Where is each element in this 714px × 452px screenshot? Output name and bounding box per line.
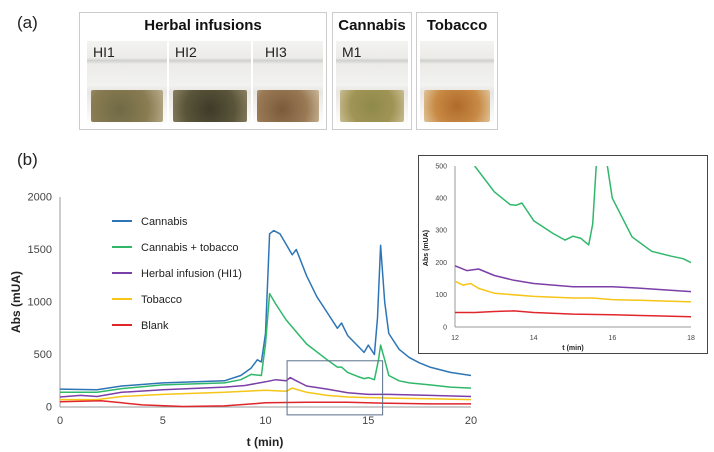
y-tick-label: 300 (435, 228, 447, 235)
x-tick-label: 15 (362, 415, 374, 427)
legend-label: Cannabis (141, 216, 188, 228)
sample-label: HI2 (175, 44, 197, 60)
series-line-blank (455, 310, 691, 318)
legend-label: Cannabis + tobacco (141, 242, 239, 254)
y-tick-label: 1500 (28, 244, 52, 256)
legend-label: Blank (141, 320, 169, 332)
inset-x-axis-label: t (min) (562, 345, 583, 352)
x-tick-label: 18 (687, 335, 695, 342)
sample-photo-m1: M1 (336, 41, 408, 126)
cannabis-panel: Cannabis M1 (332, 12, 412, 130)
series-line-tobacco (455, 280, 691, 303)
series-line-cannabis (59, 229, 472, 391)
sample-label: HI1 (93, 44, 115, 60)
x-tick-label: 16 (608, 335, 616, 342)
y-tick-label: 0 (443, 324, 447, 331)
sample-photo-hi1: HI1 (87, 41, 167, 126)
y-tick-label: 1000 (28, 297, 52, 309)
herbal-infusions-panel: Herbal infusions HI1 HI2 HI3 (79, 12, 327, 130)
legend-label: Herbal infusion (HI1) (141, 268, 242, 280)
y-tick-label: 400 (435, 196, 447, 203)
x-axis-label: t (min) (247, 435, 284, 449)
zoom-region-box (286, 360, 384, 416)
series-line-cannabis-tobacco (60, 292, 472, 394)
sample-label: M1 (342, 44, 362, 60)
y-tick-label: 100 (435, 292, 447, 299)
series-line-cannabis-tobacco (474, 166, 691, 264)
legend-label: Tobacco (141, 294, 182, 306)
group-title: Cannabis (338, 17, 406, 34)
inset-frame (418, 155, 708, 354)
tobacco-panel: Tobacco (416, 12, 498, 130)
series-line-herbal-infusion-hi1 (455, 265, 691, 293)
series-line-herbal-infusion-hi1 (59, 376, 472, 398)
y-tick-label: 200 (435, 260, 447, 267)
group-title: Herbal infusions (144, 17, 262, 34)
y-tick-label: 0 (46, 402, 52, 414)
series-line-blank (59, 399, 471, 408)
y-tick-label: 500 (435, 163, 447, 170)
panel-b-label: (b) (17, 150, 38, 169)
group-title: Tobacco (426, 17, 488, 34)
series-line-tobacco (60, 387, 472, 401)
sample-photo-hi2: HI2 (169, 41, 251, 126)
y-tick-label: 2000 (28, 192, 52, 204)
x-tick-label: 10 (259, 415, 271, 427)
y-axis-label: Abs (mUA) (9, 271, 23, 333)
inset-y-axis-label: Abs (mUA) (423, 230, 430, 266)
sample-label: HI3 (265, 44, 287, 60)
y-tick-label: 500 (34, 349, 52, 361)
x-tick-label: 14 (530, 335, 538, 342)
panel-a-label: (a) (17, 13, 38, 32)
x-tick-label: 0 (57, 415, 63, 427)
x-tick-label: 12 (451, 335, 459, 342)
sample-photo-hi3: HI3 (253, 41, 323, 126)
sample-photo-tobacco (420, 41, 494, 126)
x-tick-label: 5 (160, 415, 166, 427)
x-tick-label: 20 (465, 415, 477, 427)
